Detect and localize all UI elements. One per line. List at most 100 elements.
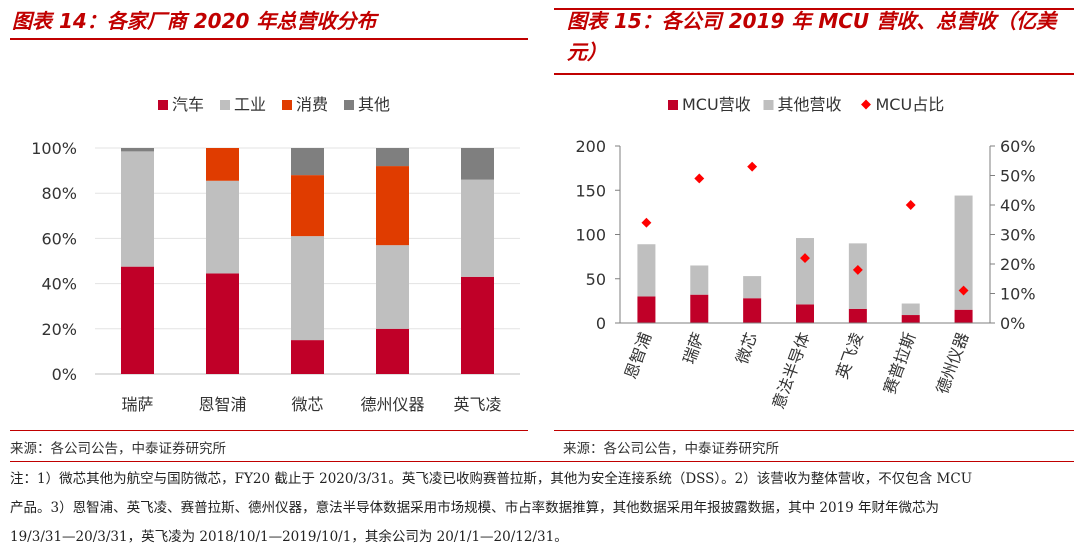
y-tick-label: 40%: [41, 275, 77, 294]
point-微芯-MCU占比: [747, 161, 758, 172]
right-title-line1: 图表 15：各公司 2019 年 MCU 营收、总营收（亿美: [567, 9, 1057, 33]
legend-label: 消费: [296, 95, 328, 114]
y-tick-label-left: 150: [575, 181, 606, 200]
bar-segment-恩智浦-工业: [206, 180, 239, 274]
bar-segment-恩智浦-消费: [206, 148, 239, 181]
bar-segment-英飞凌-汽车: [461, 276, 494, 374]
legend-swatch: [282, 100, 292, 110]
bar-segment-瑞萨-MCU营收: [690, 294, 709, 323]
right-bars: [637, 161, 973, 323]
point-意法半导体-MCU占比: [800, 253, 810, 264]
y-tick-label-left: 50: [586, 270, 606, 289]
bar-segment-瑞萨-其他: [121, 148, 154, 152]
legend-marker: [861, 99, 871, 110]
legend-item-2: MCU占比: [861, 95, 944, 114]
bar-segment-瑞萨-其他营收: [690, 265, 709, 295]
left-axis-labels: 0% 20% 40% 60% 80% 100% 瑞萨 恩智浦 微芯 德州仪器 英飞凌: [31, 139, 501, 414]
bar-segment-恩智浦-其他营收: [637, 244, 656, 297]
legend-label: MCU占比: [876, 95, 945, 114]
x-tick-label: 瑞萨: [679, 330, 708, 367]
bar-segment-意法半导体-MCU营收: [796, 304, 814, 323]
footnote: 注：1）微芯其他为航空与国防微芯，FY20 截止于 2020/3/31。英飞凌已…: [10, 465, 1075, 552]
y-tick-label-right: 40%: [1000, 196, 1036, 215]
legend-swatch: [763, 100, 774, 110]
point-赛普拉斯-MCU占比: [905, 200, 916, 210]
bar-segment-英飞凌-工业: [461, 179, 494, 277]
bar-segment-恩智浦-汽车: [206, 273, 239, 374]
bar-segment-英飞凌-其他营收: [848, 243, 867, 309]
right-title-rule-bottom: [554, 73, 1074, 75]
bar-segment-德州仪器-其他: [376, 148, 409, 167]
bar-segment-赛普拉斯-MCU营收: [901, 315, 920, 323]
point-德州仪器-MCU占比: [958, 285, 969, 296]
legend-swatch: [158, 100, 168, 110]
y-tick-label: 0%: [52, 365, 77, 384]
bar-segment-微芯-消费: [291, 175, 324, 237]
note-rule: [10, 461, 1074, 462]
right-legend: MCU营收 其他营收 MCU占比: [668, 95, 944, 114]
bar-segment-意法半导体-其他营收: [796, 238, 814, 305]
right-chart-title: 图表 15：各公司 2019 年 MCU 营收、总营收（亿美 元）: [567, 6, 1077, 68]
y-tick-label-right: 60%: [1000, 137, 1036, 156]
bar-segment-德州仪器-汽车: [376, 328, 409, 374]
y-tick-label-right: 20%: [1000, 255, 1036, 274]
legend-label: 工业: [234, 95, 266, 114]
legend-swatch: [344, 100, 354, 110]
bar-segment-德州仪器-其他营收: [954, 195, 973, 310]
x-tick-label: 英飞凌: [453, 395, 501, 414]
bar-segment-微芯-工业: [291, 236, 324, 341]
x-tick-label: 德州仪器: [360, 395, 424, 414]
legend-item-0: 汽车: [158, 95, 204, 114]
left-source: 来源：各公司公告，中泰证券研究所: [10, 441, 226, 457]
bar-segment-英飞凌-其他: [461, 148, 494, 180]
bar-segment-德州仪器-消费: [376, 166, 409, 246]
bar-segment-微芯-其他: [291, 148, 324, 176]
bar-segment-赛普拉斯-其他营收: [901, 303, 920, 316]
footnote-line-2: 产品。3）恩智浦、英飞凌、赛普拉斯、德州仪器，意法半导体数据采用市场规模、市占率…: [10, 500, 940, 516]
bar-segment-微芯-MCU营收: [743, 298, 762, 323]
y-tick-label: 80%: [41, 184, 77, 203]
mcu-revenue-combo-chart: MCU营收 其他营收 MCU占比 0 50 100 150 200 0% 10% 20% 30% 40…: [575, 95, 1036, 412]
legend-item-2: 消费: [282, 95, 328, 114]
legend-item-0: MCU营收: [668, 95, 751, 114]
y-tick-label-left: 100: [575, 226, 606, 245]
right-title-line2: 元）: [567, 40, 607, 64]
y-tick-label: 100%: [31, 139, 77, 158]
right-title-rule: [554, 8, 1074, 10]
legend-swatch: [668, 100, 678, 110]
x-tick-label: 英飞凌: [832, 330, 866, 382]
bar-segment-瑞萨-汽车: [121, 266, 154, 374]
y-tick-label-right: 30%: [1000, 226, 1036, 245]
left-legend: 汽车 工业 消费 其他: [158, 95, 390, 114]
x-tick-label: 恩智浦: [621, 330, 655, 382]
bar-segment-德州仪器-工业: [376, 245, 409, 329]
left-title-rule: [10, 38, 528, 40]
legend-label: 汽车: [172, 95, 204, 114]
left-chart-title: 图表 14：各家厂商 2020 年总营收分布: [12, 9, 377, 33]
right-source: 来源：各公司公告，中泰证券研究所: [563, 441, 779, 457]
bar-segment-微芯-其他营收: [743, 276, 762, 299]
footnote-line-1: 注：1）微芯其他为航空与国防微芯，FY20 截止于 2020/3/31。英飞凌已…: [10, 471, 973, 487]
legend-label: 其他营收: [778, 95, 842, 114]
y-tick-label-left: 200: [575, 137, 606, 156]
point-瑞萨-MCU占比: [694, 173, 705, 184]
x-tick-label: 德州仪器: [933, 330, 973, 397]
y-tick-label: 60%: [41, 229, 77, 248]
left-source-rule: [10, 430, 528, 431]
legend-item-1: 工业: [220, 95, 266, 114]
footnote-line-3: 19/3/31—20/3/31，英飞凌为 2018/10/1—2019/10/1…: [10, 529, 568, 545]
x-tick-label: 微芯: [291, 395, 323, 414]
bar-segment-瑞萨-工业: [121, 151, 154, 267]
y-tick-label: 20%: [41, 320, 77, 339]
x-tick-label: 恩智浦: [198, 395, 246, 414]
x-tick-label: 赛普拉斯: [880, 330, 920, 397]
legend-label: 其他: [358, 95, 390, 114]
legend-item-1: 其他营收: [763, 95, 842, 114]
y-tick-label-right: 10%: [1000, 285, 1036, 304]
y-tick-label-right: 50%: [1000, 167, 1036, 186]
bar-segment-英飞凌-MCU营收: [848, 308, 867, 323]
legend-label: MCU营收: [682, 95, 751, 114]
x-tick-label: 微芯: [732, 330, 761, 367]
legend-swatch: [220, 100, 230, 110]
right-source-rule: [554, 430, 1074, 431]
